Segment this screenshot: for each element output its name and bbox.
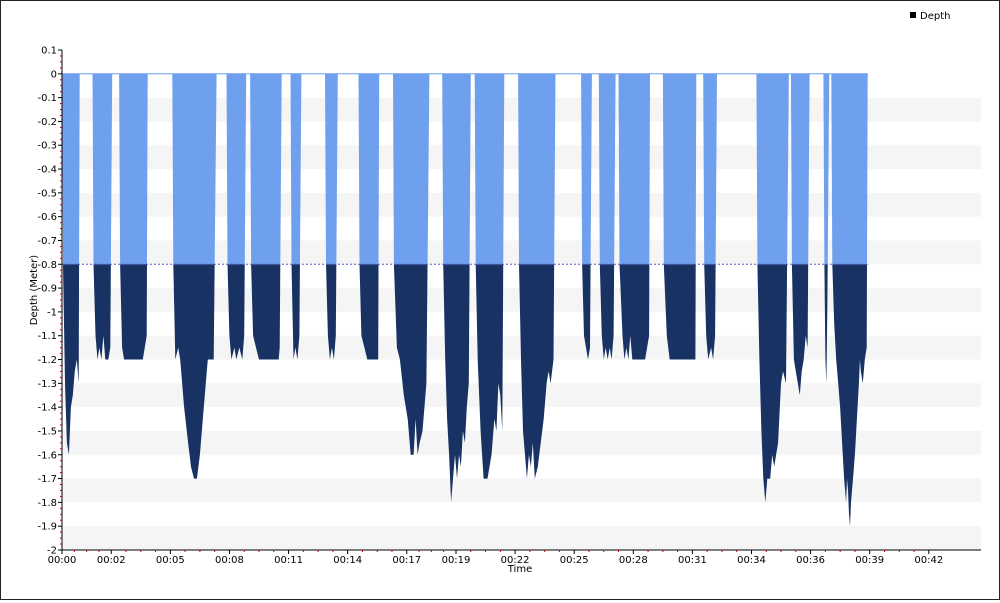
x-tick-label: 00:36 [796, 555, 825, 566]
y-tick-label: -1.7 [37, 474, 57, 485]
dive-shallow-area [250, 73, 282, 265]
dive-deep-area [832, 264, 868, 527]
x-tick-label: 00:00 [48, 555, 77, 566]
legend-swatch-depth [910, 12, 916, 18]
dive-deep-area [325, 264, 337, 360]
dive-shallow-area [226, 73, 247, 265]
x-tick-label: 00:14 [333, 555, 362, 566]
y-tick-label: -1.4 [37, 403, 57, 414]
dive-deep-area [475, 264, 504, 479]
y-tick-label: -1.5 [37, 426, 57, 437]
y-tick-label: -1.2 [37, 355, 57, 366]
y-tick-label: -0.9 [37, 284, 57, 295]
dive-shallow-area [703, 73, 717, 265]
dive-deep-area [173, 264, 215, 479]
legend: Depth [910, 11, 950, 22]
x-tick-label: 00:08 [215, 555, 244, 566]
dive-shallow-area [662, 73, 697, 265]
x-axis-label: Time [507, 564, 532, 575]
x-tick-label: 00:25 [560, 555, 589, 566]
dive-shallow-area [823, 73, 830, 265]
y-tick-label: -1.8 [37, 498, 57, 509]
dive-shallow-area [172, 73, 217, 265]
dive-deep-area [62, 264, 80, 455]
dive-deep-area [824, 264, 828, 384]
dive-shallow-area [756, 73, 789, 265]
dive-shallow-area [325, 73, 338, 265]
dive-deep-area [791, 264, 809, 396]
dive-deep-area [393, 264, 428, 455]
dive-deep-area [663, 264, 696, 360]
y-tick-label: -1.9 [37, 522, 57, 533]
x-tick-label: 00:05 [156, 555, 185, 566]
dive-shallow-area [290, 73, 302, 265]
dive-shallow-area [358, 73, 380, 265]
y-tick-label: -0.6 [37, 212, 57, 223]
y-tick-label: -1.1 [37, 331, 57, 342]
y-tick-label: -0.3 [37, 141, 57, 152]
dive-shallow-area [119, 73, 148, 265]
y-axis-ticks: 0.1 0 -0.1 -0.2 -0.3 -0.4 -0.5 -0.6 -0.7 -0.8 -0.9… [37, 46, 62, 557]
x-tick-label: 00:42 [914, 555, 943, 566]
dive-deep-area [443, 264, 470, 503]
dive-deep-area [518, 264, 555, 479]
y-tick-label: 0.1 [41, 46, 57, 57]
dive-deep-area [93, 264, 111, 360]
dive-shallow-area [598, 73, 616, 265]
x-axis-ticks: 00:00 00:02 00:05 00:08 00:11 00:14 00:17 00:19… [48, 550, 943, 566]
y-tick-label: -0.1 [37, 93, 57, 104]
y-tick-label: -1.6 [37, 450, 57, 461]
reference-line-group [62, 73, 868, 265]
dive-deep-area [619, 264, 650, 360]
grid-band [62, 430, 981, 455]
dive-shallow-area [518, 73, 556, 265]
x-tick-label: 00:22 [501, 555, 530, 566]
x-tick-label: 00:11 [274, 555, 303, 566]
dive-shallow-area [581, 73, 592, 265]
dive-deep-area [757, 264, 788, 503]
y-tick-label: -0.5 [37, 188, 57, 199]
x-tick-label: 00:28 [619, 555, 648, 566]
x-tick-label: 00:19 [442, 555, 471, 566]
x-tick-label: 00:34 [737, 555, 766, 566]
grid-band [62, 383, 981, 408]
y-tick-label: -0.7 [37, 236, 57, 247]
y-tick-label: -1 [47, 307, 57, 318]
dive-shallow-area [92, 73, 113, 265]
dive-shallow-area [474, 73, 505, 265]
y-axis-label: Depth (Meter) [29, 255, 40, 326]
dive-shallow-area [618, 73, 650, 265]
dive-deep-area [291, 264, 300, 360]
y-tick-label: -0.8 [37, 260, 57, 271]
dive-deep-area [704, 264, 716, 360]
dive-shallow-area [831, 73, 868, 265]
dive-deep-area [599, 264, 615, 360]
grid-band [62, 478, 981, 503]
dive-shallow-area [790, 73, 810, 265]
dive-shallow-area [393, 73, 430, 265]
grid-band [62, 526, 981, 550]
legend-label-depth: Depth [920, 11, 950, 22]
y-tick-label: 0 [51, 69, 57, 80]
y-tick-label: -1.3 [37, 379, 57, 390]
y-tick-label: -0.4 [37, 165, 57, 176]
dive-deep-area [359, 264, 379, 360]
x-tick-label: 00:39 [855, 555, 884, 566]
dive-deep-area [251, 264, 281, 360]
dive-shallow-area [62, 73, 80, 265]
dive-shallow-area [442, 73, 471, 265]
dive-deep-area [120, 264, 147, 360]
dive-deep-area [582, 264, 591, 360]
dive-deep-area [227, 264, 245, 360]
x-tick-label: 00:02 [97, 555, 126, 566]
x-tick-label: 00:17 [392, 555, 421, 566]
x-tick-label: 00:31 [678, 555, 707, 566]
dive-series [62, 73, 868, 527]
y-tick-label: -2 [47, 546, 57, 557]
y-tick-label: -0.2 [37, 117, 57, 128]
